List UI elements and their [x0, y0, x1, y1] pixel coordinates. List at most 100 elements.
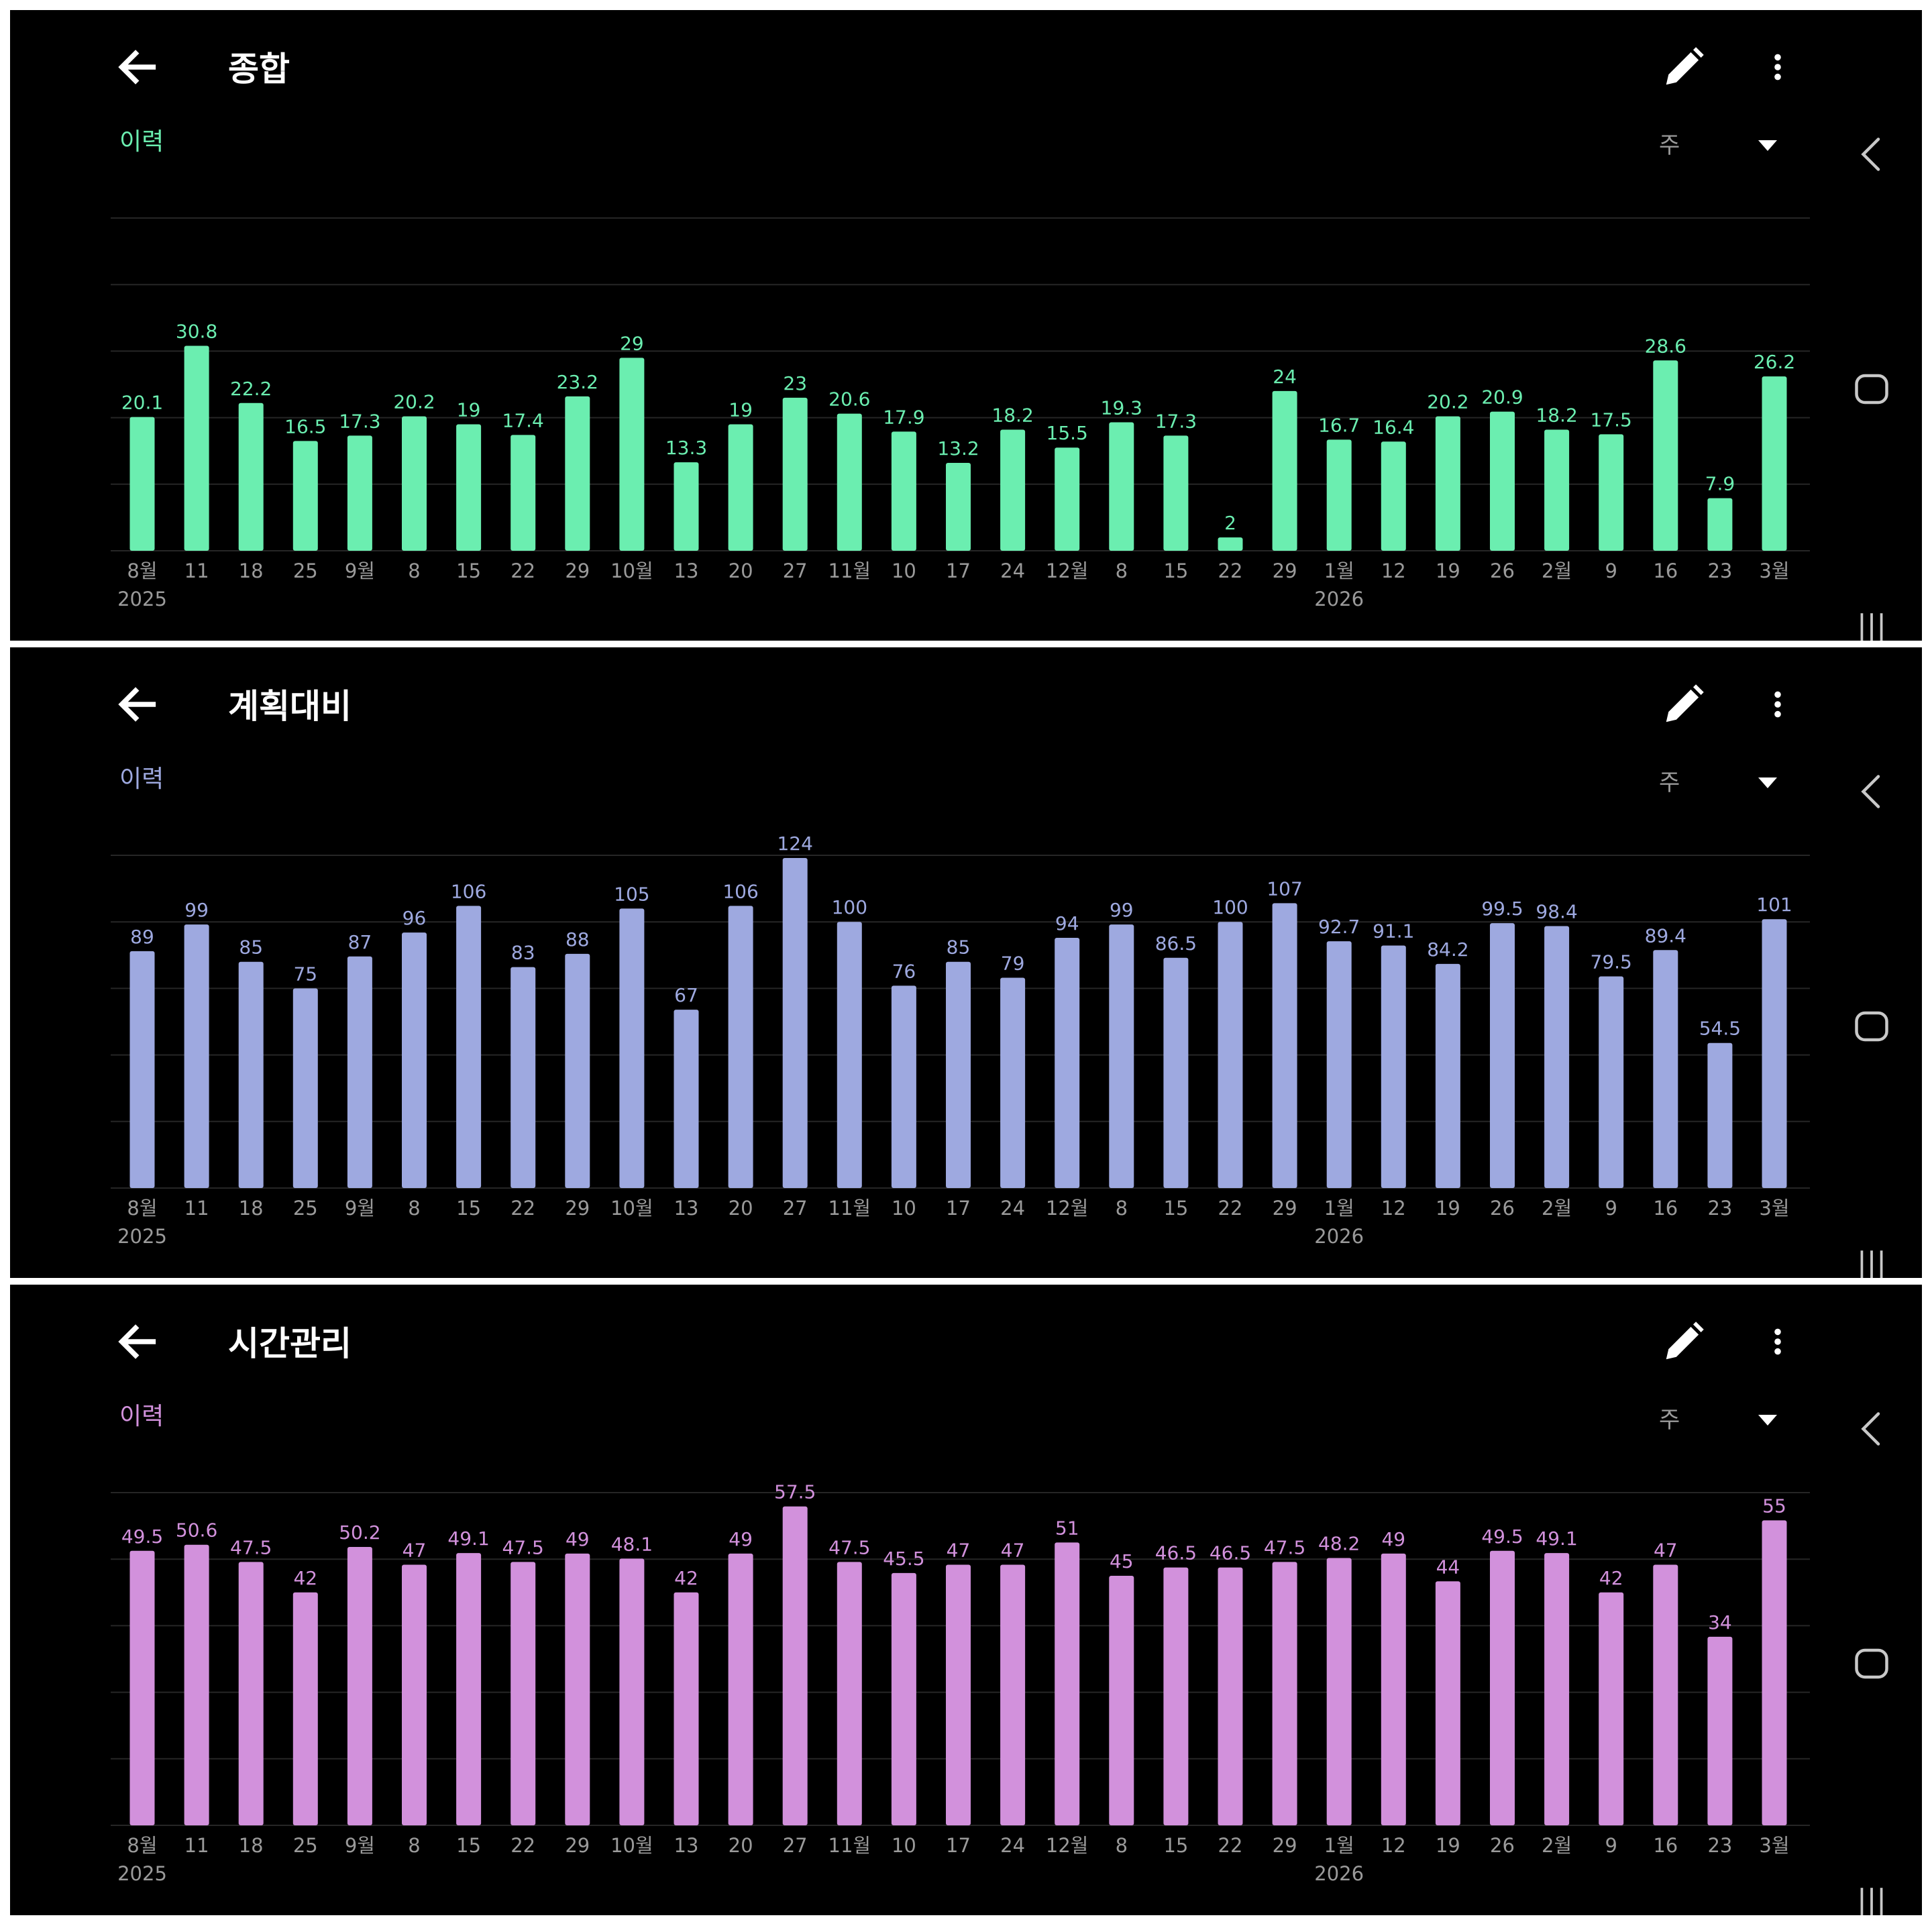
bar[interactable]: [1272, 903, 1297, 1188]
bar[interactable]: [674, 1592, 699, 1825]
bar[interactable]: [1109, 1576, 1134, 1825]
bar[interactable]: [1272, 390, 1297, 551]
bar[interactable]: [565, 396, 590, 551]
bar[interactable]: [1163, 1567, 1189, 1825]
bar[interactable]: [1218, 1567, 1243, 1825]
bar[interactable]: [1707, 498, 1733, 551]
bar[interactable]: [619, 908, 645, 1188]
bar[interactable]: [1218, 922, 1243, 1188]
bar[interactable]: [565, 1553, 590, 1825]
bar[interactable]: [402, 416, 427, 551]
bar[interactable]: [1653, 360, 1678, 551]
bar[interactable]: [1163, 435, 1189, 551]
bar[interactable]: [782, 1506, 808, 1825]
bar[interactable]: [1272, 1562, 1297, 1825]
bar[interactable]: [511, 435, 536, 551]
bar[interactable]: [1599, 976, 1624, 1188]
bar[interactable]: [1381, 945, 1406, 1188]
edit-button[interactable]: [1660, 681, 1707, 728]
bar[interactable]: [1490, 1550, 1515, 1825]
system-back-icon[interactable]: [1851, 1405, 1892, 1452]
bar[interactable]: [292, 1592, 318, 1825]
bar[interactable]: [1490, 923, 1515, 1188]
bar[interactable]: [891, 431, 916, 551]
system-back-icon[interactable]: [1851, 768, 1892, 815]
bar[interactable]: [1435, 1581, 1460, 1825]
bar[interactable]: [1707, 1636, 1733, 1825]
bar[interactable]: [619, 1558, 645, 1825]
bar[interactable]: [1381, 441, 1406, 551]
bar[interactable]: [1000, 977, 1026, 1188]
more-options-button[interactable]: [1761, 44, 1794, 91]
bar[interactable]: [1055, 1542, 1080, 1825]
bar[interactable]: [1218, 537, 1243, 551]
bar[interactable]: [402, 932, 427, 1188]
bar[interactable]: [1653, 950, 1678, 1188]
bar[interactable]: [347, 1547, 372, 1825]
bar[interactable]: [1326, 1558, 1352, 1825]
period-dropdown[interactable]: 주: [1647, 760, 1794, 807]
bar[interactable]: [129, 417, 155, 551]
back-button[interactable]: [114, 681, 161, 728]
bar[interactable]: [511, 1562, 536, 1825]
system-recents-icon[interactable]: [1851, 1248, 1892, 1278]
bar[interactable]: [1762, 376, 1787, 551]
system-home-icon[interactable]: [1851, 366, 1892, 413]
bar[interactable]: [1163, 957, 1189, 1188]
bar[interactable]: [129, 1550, 155, 1825]
bar[interactable]: [1707, 1042, 1733, 1188]
bar[interactable]: [728, 424, 753, 551]
bar[interactable]: [782, 397, 808, 551]
bar[interactable]: [565, 953, 590, 1188]
bar[interactable]: [129, 951, 155, 1188]
bar[interactable]: [402, 1564, 427, 1825]
bar[interactable]: [1653, 1564, 1678, 1825]
back-button[interactable]: [114, 1318, 161, 1365]
bar[interactable]: [837, 1562, 862, 1825]
bar[interactable]: [891, 985, 916, 1188]
bar[interactable]: [728, 1553, 753, 1825]
bar[interactable]: [1490, 411, 1515, 551]
bar[interactable]: [456, 1553, 482, 1825]
bar[interactable]: [1000, 1564, 1026, 1825]
bar[interactable]: [946, 463, 971, 551]
bar[interactable]: [1109, 422, 1134, 551]
bar[interactable]: [837, 413, 862, 551]
bar[interactable]: [347, 435, 372, 551]
bar[interactable]: [782, 857, 808, 1188]
bar[interactable]: [1544, 429, 1570, 551]
more-options-button[interactable]: [1761, 1318, 1794, 1365]
more-options-button[interactable]: [1761, 681, 1794, 728]
bar[interactable]: [184, 924, 209, 1188]
bar[interactable]: [1326, 941, 1352, 1188]
edit-button[interactable]: [1660, 1318, 1707, 1365]
bar[interactable]: [891, 1572, 916, 1825]
bar[interactable]: [292, 988, 318, 1188]
bar[interactable]: [1000, 429, 1026, 551]
bar[interactable]: [1544, 926, 1570, 1188]
bar[interactable]: [184, 345, 209, 551]
period-dropdown[interactable]: 주: [1647, 1397, 1794, 1444]
back-button[interactable]: [114, 44, 161, 91]
bar[interactable]: [347, 956, 372, 1188]
bar[interactable]: [1055, 938, 1080, 1188]
system-recents-icon[interactable]: [1851, 1885, 1892, 1915]
bar[interactable]: [456, 424, 482, 551]
system-home-icon[interactable]: [1851, 1003, 1892, 1050]
bar[interactable]: [674, 1010, 699, 1188]
bar[interactable]: [1435, 416, 1460, 551]
bar[interactable]: [619, 358, 645, 551]
bar[interactable]: [511, 967, 536, 1188]
bar[interactable]: [946, 1564, 971, 1825]
bar[interactable]: [238, 1562, 264, 1825]
bar[interactable]: [1055, 447, 1080, 551]
bar[interactable]: [674, 462, 699, 551]
system-back-icon[interactable]: [1851, 131, 1892, 178]
bar[interactable]: [1381, 1553, 1406, 1825]
bar[interactable]: [1326, 439, 1352, 551]
system-recents-icon[interactable]: [1851, 610, 1892, 641]
bar[interactable]: [1599, 434, 1624, 551]
system-home-icon[interactable]: [1851, 1640, 1892, 1687]
bar[interactable]: [456, 906, 482, 1188]
bar[interactable]: [1109, 924, 1134, 1188]
